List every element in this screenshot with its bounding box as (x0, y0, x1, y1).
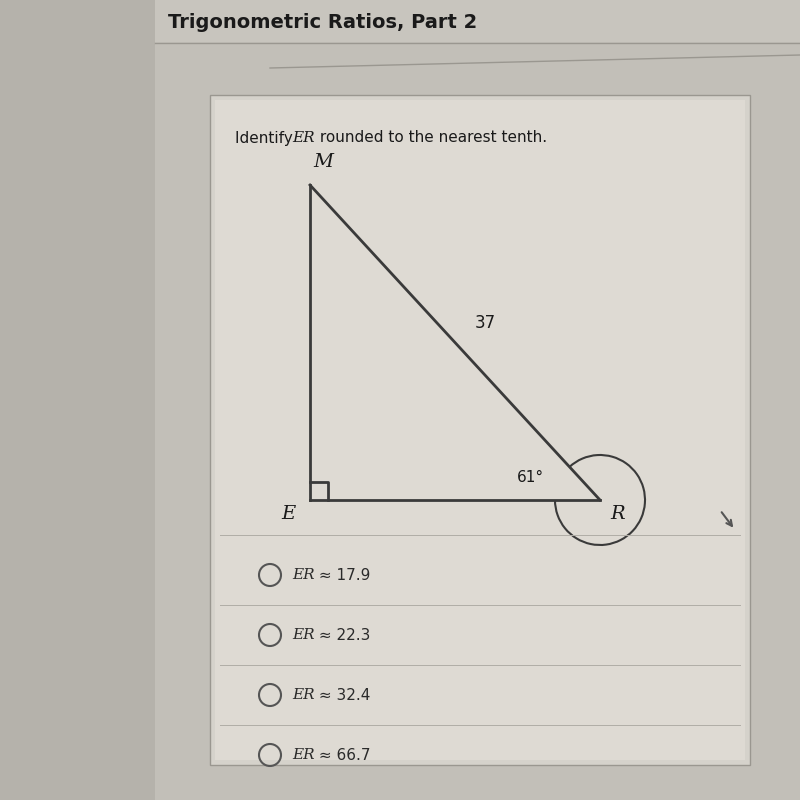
Text: ER: ER (292, 131, 314, 145)
Text: ER: ER (292, 568, 314, 582)
Text: ≈ 66.7: ≈ 66.7 (314, 747, 370, 762)
Bar (0, 0, 155, 800)
Text: Identify: Identify (235, 130, 298, 146)
Text: ≈ 17.9: ≈ 17.9 (314, 567, 370, 582)
Text: ER: ER (292, 748, 314, 762)
Text: 61°: 61° (517, 470, 543, 486)
Text: rounded to the nearest tenth.: rounded to the nearest tenth. (315, 130, 547, 146)
Bar (155, 0, 800, 42)
Text: Trigonometric Ratios, Part 2: Trigonometric Ratios, Part 2 (168, 13, 478, 31)
Text: 37: 37 (474, 314, 495, 331)
Text: R: R (610, 505, 626, 523)
Bar (210, 95, 750, 765)
Text: ER: ER (292, 628, 314, 642)
Text: ≈ 32.4: ≈ 32.4 (314, 687, 370, 702)
Bar (215, 100, 745, 760)
Text: ≈ 22.3: ≈ 22.3 (314, 627, 370, 642)
Text: ER: ER (292, 688, 314, 702)
Text: E: E (281, 505, 295, 523)
Bar (155, 0, 800, 800)
Text: M: M (313, 153, 333, 171)
